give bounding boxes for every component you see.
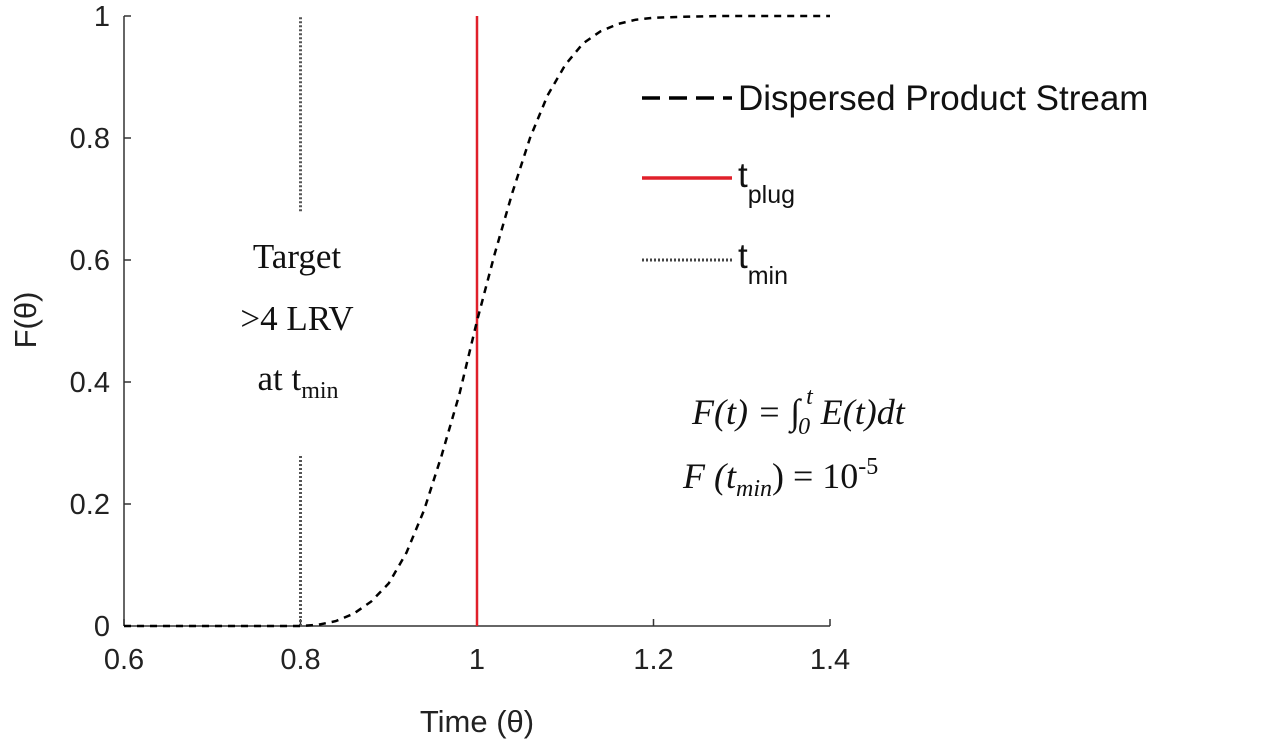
- legend-tplug-sub: plug: [748, 181, 795, 209]
- legend-label-tplug: tplug: [738, 156, 795, 209]
- eq2-b: ) = 10: [772, 456, 858, 496]
- legend-tmin-main: t: [738, 237, 748, 276]
- equation-2: F (tmin) = 10-5: [682, 454, 878, 502]
- y-tick-label: 0.8: [70, 123, 110, 155]
- y-tick-label: 0.6: [70, 245, 110, 277]
- eq1-main: F(t) = ∫: [691, 392, 802, 434]
- x-tick-label: 1: [469, 644, 485, 676]
- y-tick-label: 1: [94, 1, 110, 33]
- series-dispersed-product-stream: [124, 14, 830, 628]
- x-tick-label: 0.6: [104, 644, 144, 676]
- eq1-rest: E(t)dt: [820, 392, 906, 432]
- eq1-lower: 0: [798, 414, 810, 440]
- legend-label-tmin: tmin: [738, 237, 788, 290]
- target-annotation: Target >4 LRV at tmin: [240, 237, 353, 404]
- x-tick-label: 1.4: [810, 644, 850, 676]
- equation-1: F(t) = ∫0 t E(t)dt: [691, 384, 906, 440]
- y-axis-title: F(θ): [8, 292, 43, 349]
- eq2-sub: min: [736, 476, 772, 502]
- eq1-upper: t: [806, 384, 814, 410]
- target-line-2: >4 LRV: [240, 299, 353, 338]
- target-line-3-main: at t: [257, 359, 301, 398]
- y-tick-label: 0: [94, 611, 110, 643]
- vertical-lines: [299, 16, 479, 626]
- y-ticks: 0 0.2 0.4 0.6 0.8 1: [70, 1, 131, 643]
- x-ticks: 0.6 0.8 1 1.2 1.4: [104, 619, 850, 676]
- target-line-3: at tmin: [257, 359, 338, 404]
- legend: Dispersed Product Stream tplug tmin: [642, 79, 1148, 290]
- eq2-a: F (t: [682, 456, 737, 496]
- x-tick-label: 0.8: [280, 644, 320, 676]
- y-tick-label: 0.4: [70, 367, 110, 399]
- legend-tplug-main: t: [738, 156, 748, 195]
- target-line-3-sub: min: [301, 378, 338, 404]
- legend-label-dispersed: Dispersed Product Stream: [738, 79, 1148, 118]
- x-tick-label: 1.2: [633, 644, 673, 676]
- eq2-sup: -5: [858, 454, 878, 480]
- target-line-1: Target: [253, 237, 342, 276]
- equations: F(t) = ∫0 t E(t)dt F (tmin) = 10-5: [682, 384, 906, 502]
- x-axis-title: Time (θ): [420, 704, 534, 739]
- y-tick-label: 0.2: [70, 489, 110, 521]
- legend-tmin-sub: min: [748, 262, 788, 290]
